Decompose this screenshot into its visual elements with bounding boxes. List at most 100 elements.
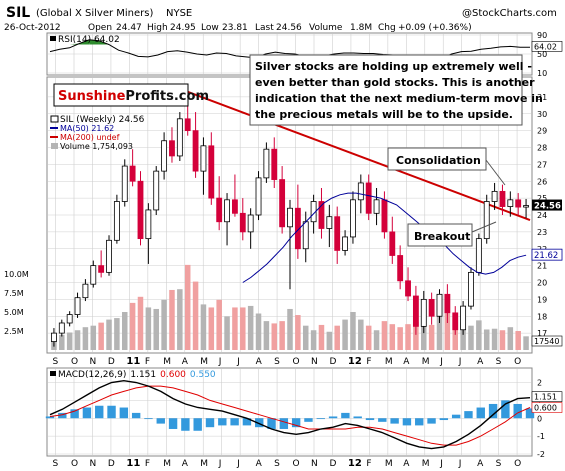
candle-body bbox=[106, 239, 112, 273]
candle-body bbox=[271, 148, 278, 180]
macd-x-label: S bbox=[53, 459, 59, 469]
macd-histogram-bar bbox=[230, 418, 239, 426]
volume-tick-label: 10.0M bbox=[4, 270, 29, 279]
price-x-label: J bbox=[218, 357, 222, 367]
price-x-label: A bbox=[182, 357, 189, 367]
price-x-label: S bbox=[53, 357, 59, 367]
macd-histogram-bar bbox=[353, 416, 362, 419]
candle-body bbox=[176, 118, 183, 157]
macd-x-label: M bbox=[422, 459, 430, 469]
macd-x-label: J bbox=[218, 459, 222, 469]
annotation-line: even better than gold stocks. This is an… bbox=[255, 76, 535, 89]
macd-histogram-bar bbox=[267, 418, 276, 429]
volume-bar bbox=[483, 329, 490, 350]
price-x-label: M bbox=[163, 357, 171, 367]
annotation-text: Silver stocks are holding up extremely w… bbox=[255, 60, 543, 121]
candle-body bbox=[74, 297, 81, 315]
volume-bar bbox=[279, 321, 285, 350]
macd-histogram-bar bbox=[365, 418, 375, 421]
macd-tick-label: -2 bbox=[537, 450, 545, 459]
candle-body bbox=[90, 265, 97, 285]
macd-histogram-bar bbox=[525, 408, 535, 419]
candle-body bbox=[161, 140, 168, 172]
annotation-line: indication that the next medium-term mov… bbox=[255, 92, 543, 105]
volume-bar bbox=[137, 296, 144, 350]
brand-part2: Profits.com bbox=[125, 89, 209, 104]
price-last-box bbox=[532, 199, 562, 211]
change-value: +0.09 (+0.36%) bbox=[398, 23, 472, 33]
annotation-line: the precious metals will be to the upsid… bbox=[255, 108, 513, 121]
volume-bar bbox=[232, 307, 238, 350]
price-x-label: N bbox=[89, 357, 96, 367]
price-x-label: S bbox=[274, 357, 280, 367]
price-x-label: D bbox=[329, 357, 336, 367]
macd-x-label: N bbox=[311, 459, 318, 469]
macd-histogram-bar bbox=[168, 418, 178, 429]
volume-bar bbox=[507, 327, 514, 350]
macd-x-label: M bbox=[200, 459, 208, 469]
macd-x-label: J bbox=[458, 459, 462, 469]
candle-body bbox=[460, 305, 467, 331]
candle-body bbox=[208, 145, 215, 199]
macd-histogram-bar bbox=[439, 418, 449, 421]
volume-bar bbox=[240, 307, 246, 350]
macd-histogram-bar bbox=[488, 403, 498, 419]
macd-histogram-bar bbox=[279, 418, 289, 429]
volume-bar bbox=[365, 325, 372, 350]
macd-tick-label: 0 bbox=[537, 414, 542, 423]
volume-value: 1.8M bbox=[350, 23, 372, 33]
price-x-label: M bbox=[200, 357, 208, 367]
annotation-box bbox=[249, 54, 523, 126]
volume-bar bbox=[381, 321, 388, 350]
macd-x-label: N bbox=[89, 459, 96, 469]
volume-bar bbox=[161, 299, 167, 350]
candle-body bbox=[483, 201, 490, 240]
macd-title-value: 1.151 bbox=[130, 370, 156, 380]
candle-body bbox=[169, 140, 175, 157]
candle-body bbox=[82, 283, 89, 299]
price-x-label: A bbox=[256, 357, 263, 367]
candle-body bbox=[239, 212, 246, 233]
price-x-label: S bbox=[496, 357, 502, 367]
date: 26-Oct-2012 bbox=[4, 23, 61, 33]
candle-body bbox=[357, 182, 364, 201]
macd-histogram-bar bbox=[513, 403, 522, 419]
candle-body bbox=[184, 118, 191, 132]
price-x-label: J bbox=[236, 357, 240, 367]
volume-bar bbox=[184, 264, 191, 350]
macd-histogram-bar bbox=[144, 418, 153, 420]
price-x-label: O bbox=[293, 357, 300, 367]
macd-x-label: S bbox=[274, 459, 280, 469]
candle-body bbox=[302, 221, 309, 250]
volume-bar bbox=[153, 308, 159, 350]
volume-tick-label: 5.0M bbox=[4, 308, 24, 317]
price-x-label: A bbox=[403, 357, 410, 367]
rsi-tick-label: 50 bbox=[537, 50, 547, 59]
volume-bar bbox=[295, 315, 301, 350]
ma50-last-box bbox=[531, 248, 563, 261]
price-x-label: M bbox=[422, 357, 430, 367]
volume-bar bbox=[208, 307, 215, 350]
high-label: High bbox=[147, 23, 168, 33]
price-tick-label: 29 bbox=[537, 127, 547, 136]
macd-histogram-bar bbox=[58, 412, 67, 419]
price-x-label: A bbox=[477, 357, 484, 367]
brand-logo: SunshineProfits.com bbox=[58, 89, 209, 104]
macd-histogram-bar bbox=[304, 418, 313, 422]
volume-bar bbox=[421, 319, 427, 350]
macd-title: MACD(12,26,9) 1.151 0.600 0.550 bbox=[58, 370, 216, 380]
moving-averages bbox=[242, 192, 527, 283]
candle-body bbox=[58, 322, 65, 334]
macd-histogram-bar bbox=[45, 416, 55, 419]
candle-body bbox=[279, 179, 286, 228]
volume-bar bbox=[169, 289, 175, 350]
macd-title-signal: 0.600 bbox=[160, 370, 186, 380]
macd-histogram-bar bbox=[328, 416, 338, 419]
security-name: (Global X Silver Miners) bbox=[36, 8, 153, 19]
volume-bar bbox=[82, 327, 89, 350]
volume-bar bbox=[468, 325, 474, 350]
macd-signal-line bbox=[49, 385, 531, 446]
rsi-title: RSI(14) 64.02 bbox=[58, 35, 120, 45]
volume-label: Volume bbox=[309, 23, 343, 33]
